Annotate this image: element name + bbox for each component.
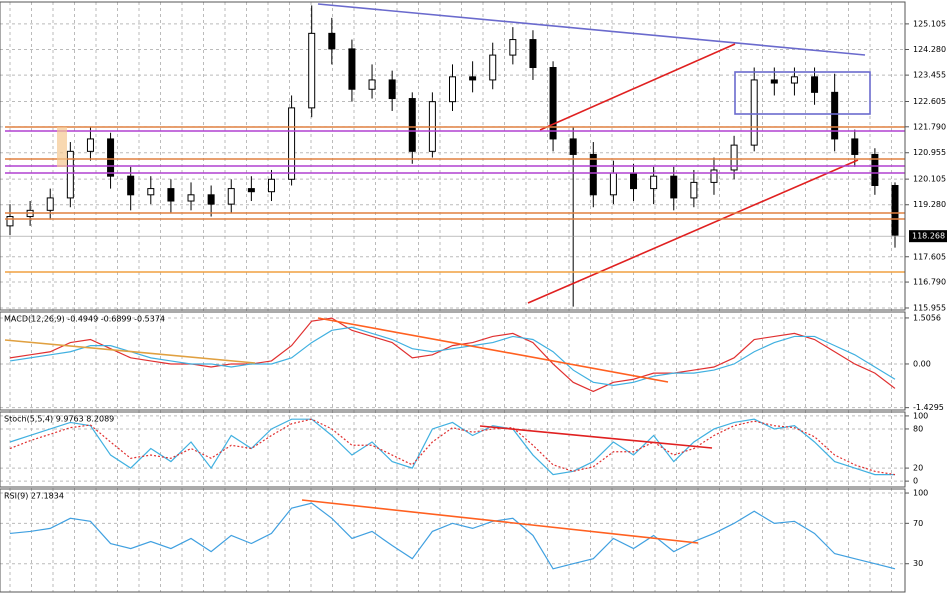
candle-body: [66, 150, 74, 199]
candle-body: [770, 79, 778, 84]
y-tick-label: 119.280: [913, 200, 946, 209]
candle-body: [891, 184, 899, 236]
candle-body: [147, 188, 155, 196]
y-tick-label: 123.455: [913, 71, 946, 80]
candle-body: [247, 188, 255, 193]
candle-body: [207, 194, 215, 205]
y-tick-label: 0: [913, 477, 918, 486]
y-tick-label: 122.605: [913, 97, 946, 106]
trendline: [317, 317, 669, 383]
indicator-line: [9, 502, 896, 570]
y-tick-label: 117.605: [913, 252, 946, 261]
y-tick-label: 121.790: [913, 122, 946, 131]
candle-body: [670, 175, 678, 199]
candle-body: [469, 76, 477, 81]
y-tick-label: 120.105: [913, 175, 946, 184]
candle-body: [308, 32, 316, 109]
candle-body: [167, 188, 175, 202]
candle-body: [368, 79, 376, 90]
range-box: [734, 71, 871, 115]
candle-body: [408, 98, 416, 152]
panel-frame: [0, 488, 906, 593]
candle-body: [569, 138, 577, 155]
candle-body: [267, 178, 275, 193]
candle-body: [388, 79, 396, 100]
candle-body: [227, 188, 235, 205]
candle-body: [650, 175, 658, 190]
last-price-label: 118.268: [912, 232, 945, 241]
candle-body: [730, 144, 738, 171]
candle-body: [489, 54, 497, 81]
y-tick-label: -1.4295: [913, 403, 944, 412]
candle-body: [348, 48, 356, 90]
y-tick-label: 100: [913, 411, 928, 420]
indicator-line: [9, 418, 895, 476]
candle-body: [811, 76, 819, 93]
candle-body: [6, 216, 14, 227]
indicator-line: [9, 418, 896, 476]
y-tick-label: 30: [913, 559, 923, 568]
y-tick-label: 124.280: [913, 45, 946, 54]
y-tick-label: 20: [913, 464, 923, 473]
candle-body: [107, 138, 115, 177]
candle-body: [187, 194, 195, 202]
trendlines: [4, 3, 905, 544]
y-tick-label: 0.00: [913, 359, 931, 368]
y-tick-label: 1.5056: [913, 313, 941, 322]
candle-body: [630, 172, 638, 190]
candle-body: [609, 172, 617, 196]
candle-body: [46, 197, 54, 211]
trendline: [301, 499, 699, 544]
candle-body: [328, 32, 336, 50]
candle-body: [690, 181, 698, 199]
y-tick-label: 100: [913, 489, 928, 498]
y-tick-label: 70: [913, 519, 923, 528]
candle-body: [449, 76, 456, 103]
candle-body: [549, 67, 557, 140]
trendline: [539, 43, 736, 131]
trendline: [527, 159, 859, 304]
candle-body: [127, 175, 135, 196]
indicator-label: RSI(9) 27.1834: [4, 492, 64, 501]
indicator-line: [9, 317, 896, 393]
panel-frame: [0, 411, 906, 488]
trendline: [317, 3, 866, 56]
y-tick-label: 116.790: [913, 278, 946, 287]
zone: [57, 127, 67, 167]
trendline: [479, 425, 713, 449]
candle-body: [750, 79, 758, 146]
candle-body: [509, 39, 517, 56]
panel-frame: [0, 1, 906, 311]
y-tick-label: 80: [913, 424, 923, 433]
candle-body: [86, 138, 94, 152]
candle-body: [871, 153, 879, 186]
indicator-line: [9, 326, 896, 386]
y-tick-label: 115.955: [913, 303, 946, 312]
candle-body: [288, 107, 296, 180]
indicator-label: Stoch(5,5,4) 9.9763 8.2089: [4, 415, 114, 424]
candle-body: [790, 76, 798, 84]
last-price-box: [909, 230, 947, 243]
candle-body: [851, 138, 859, 155]
candle-body: [710, 169, 718, 183]
candle-body: [529, 39, 537, 69]
panel-frame: [0, 311, 906, 411]
trendline: [4, 339, 256, 364]
y-tick-label: 120.955: [913, 148, 946, 157]
panel-frames: [0, 1, 906, 593]
y-tick-label: 125.105: [913, 19, 946, 28]
candle-body: [589, 153, 597, 196]
indicator-label: MACD(12,26,9) -0.4949 -0.6899 -0.5374: [4, 315, 165, 324]
candle-body: [831, 91, 839, 140]
